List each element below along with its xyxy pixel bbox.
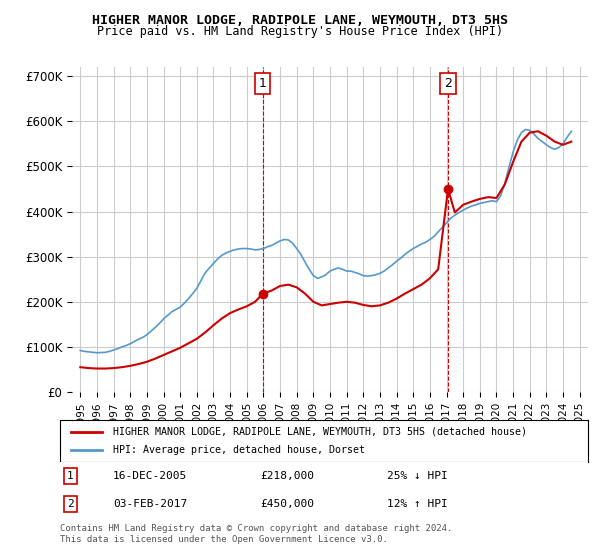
Text: 25% ↓ HPI: 25% ↓ HPI <box>388 471 448 481</box>
Text: 2: 2 <box>67 499 74 509</box>
Text: 1: 1 <box>259 77 266 90</box>
Text: £218,000: £218,000 <box>260 471 314 481</box>
Text: HIGHER MANOR LODGE, RADIPOLE LANE, WEYMOUTH, DT3 5HS (detached house): HIGHER MANOR LODGE, RADIPOLE LANE, WEYMO… <box>113 427 527 437</box>
Text: 16-DEC-2005: 16-DEC-2005 <box>113 471 187 481</box>
Text: HIGHER MANOR LODGE, RADIPOLE LANE, WEYMOUTH, DT3 5HS: HIGHER MANOR LODGE, RADIPOLE LANE, WEYMO… <box>92 14 508 27</box>
Text: HPI: Average price, detached house, Dorset: HPI: Average price, detached house, Dors… <box>113 445 365 455</box>
Text: 1: 1 <box>67 471 74 481</box>
Text: This data is licensed under the Open Government Licence v3.0.: This data is licensed under the Open Gov… <box>60 535 388 544</box>
Text: 12% ↑ HPI: 12% ↑ HPI <box>388 499 448 509</box>
Text: 2: 2 <box>444 77 452 90</box>
Text: Price paid vs. HM Land Registry's House Price Index (HPI): Price paid vs. HM Land Registry's House … <box>97 25 503 38</box>
Text: 03-FEB-2017: 03-FEB-2017 <box>113 499 187 509</box>
Text: £450,000: £450,000 <box>260 499 314 509</box>
Text: Contains HM Land Registry data © Crown copyright and database right 2024.: Contains HM Land Registry data © Crown c… <box>60 524 452 533</box>
